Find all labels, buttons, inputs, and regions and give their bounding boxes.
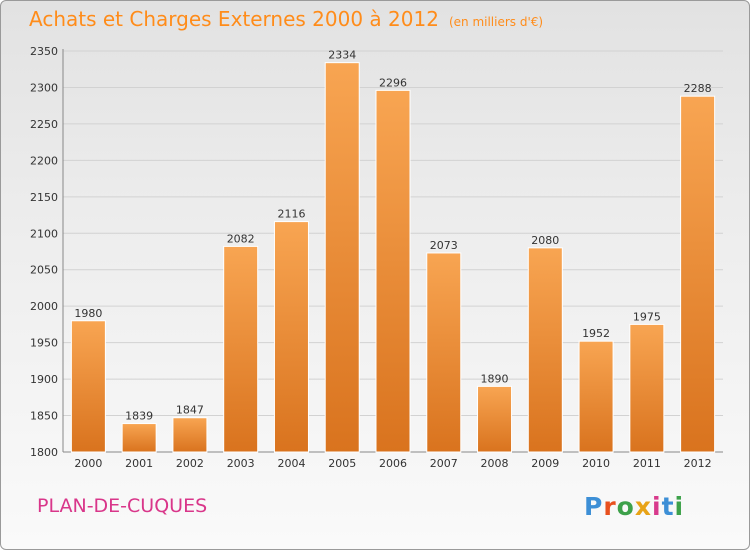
proxiti-logo: Proxiti	[584, 492, 684, 521]
y-tick-label: 2300	[30, 81, 58, 94]
x-tick-label: 2009	[531, 457, 559, 470]
commune-name: PLAN-DE-CUQUES	[37, 495, 208, 517]
logo-letter: i	[652, 492, 662, 521]
chart-title-block: Achats et Charges Externes 2000 à 2012 (e…	[29, 7, 543, 31]
y-tick-label: 2150	[30, 191, 58, 204]
logo-letter: x	[634, 492, 652, 521]
bar	[375, 89, 411, 453]
y-tick-label: 2000	[30, 300, 58, 313]
bar-value-label: 2288	[684, 82, 712, 95]
bar	[121, 423, 157, 453]
bars: 1980 1839 1847 2082 2116 2334 2296 2073 1890 2080…	[70, 49, 716, 453]
bar-value-label: 1839	[125, 410, 153, 423]
bar	[426, 252, 462, 453]
bar-value-label: 1890	[481, 372, 509, 385]
x-tick-labels: 2000 2001 2002 2003 2004 2005 2006 2007 2008 2009…	[74, 457, 711, 470]
y-tick-label: 1900	[30, 373, 58, 386]
x-tick-label: 2001	[125, 457, 153, 470]
x-tick-label: 2005	[328, 457, 356, 470]
logo-letter: t	[661, 492, 675, 521]
bar	[477, 385, 513, 453]
y-tick-label: 2050	[30, 264, 58, 277]
x-tick-label: 2004	[277, 457, 305, 470]
y-tick-label: 2200	[30, 154, 58, 167]
x-tick-label: 2010	[582, 457, 610, 470]
bar-value-label: 1847	[176, 404, 204, 417]
logo-letter: P	[584, 492, 604, 521]
y-tick-label: 1800	[30, 446, 58, 459]
bar	[70, 320, 106, 453]
x-tick-label: 2008	[481, 457, 509, 470]
x-tick-label: 2011	[633, 457, 661, 470]
bar	[172, 417, 208, 453]
logo-letter: o	[616, 492, 635, 521]
bar-value-label: 2334	[328, 49, 356, 62]
x-tick-label: 2000	[74, 457, 102, 470]
bar	[273, 221, 309, 453]
x-tick-label: 2006	[379, 457, 407, 470]
y-tick-label: 2350	[30, 45, 58, 58]
bar-value-label: 2116	[277, 208, 305, 221]
bar-value-label: 2073	[430, 239, 458, 252]
bar	[527, 247, 563, 453]
y-tick-label: 1950	[30, 337, 58, 350]
x-tick-label: 2003	[227, 457, 255, 470]
y-tick-labels: 1800 1850 1900 1950 2000 2050 2100 2150 2200 2250…	[30, 45, 58, 459]
x-tick-label: 2012	[684, 457, 712, 470]
bar-value-label: 2296	[379, 76, 407, 89]
bar	[324, 62, 360, 453]
bar-value-label: 1980	[74, 307, 102, 320]
x-tick-label: 2002	[176, 457, 204, 470]
y-tick-label: 2250	[30, 118, 58, 131]
logo-letter: r	[603, 492, 617, 521]
bar	[578, 340, 614, 453]
bar	[223, 245, 259, 453]
bar-value-label: 2080	[531, 234, 559, 247]
bar-value-label: 1975	[633, 310, 661, 323]
bar	[629, 323, 665, 453]
x-tick-label: 2007	[430, 457, 458, 470]
bar	[680, 95, 716, 453]
logo-letter: i	[674, 492, 685, 521]
chart-title: Achats et Charges Externes 2000 à 2012	[29, 7, 439, 31]
chart-unit: (en milliers d'€)	[448, 15, 544, 29]
bar-value-label: 2082	[227, 232, 255, 245]
y-tick-label: 2100	[30, 227, 58, 240]
y-tick-label: 1850	[30, 410, 58, 423]
bar-value-label: 1952	[582, 327, 610, 340]
